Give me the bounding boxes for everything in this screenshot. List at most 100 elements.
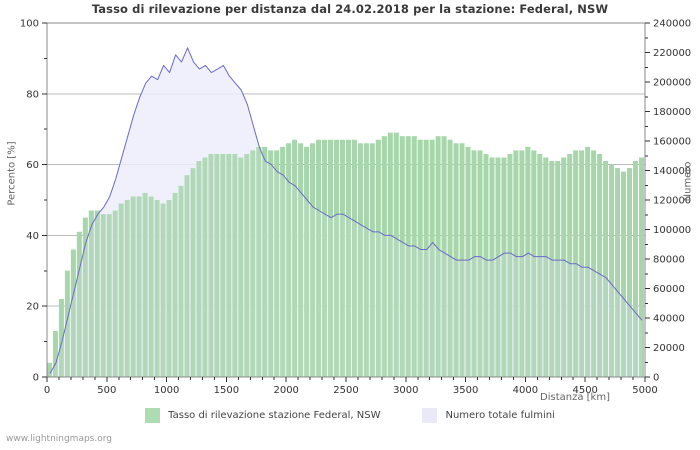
tick-label-y-right: 140000 [653, 166, 691, 177]
bar-overlay [286, 143, 292, 377]
bar-overlay [244, 153, 250, 377]
bar-overlay [501, 157, 507, 377]
chart-legend: Tasso di rilevazione stazione Federal, N… [0, 408, 700, 423]
bar-overlay [399, 136, 405, 377]
bar-overlay [226, 153, 232, 377]
bar-overlay [232, 153, 238, 377]
bar-overlay [351, 139, 357, 377]
bar-overlay [142, 192, 148, 377]
bar-overlay [531, 150, 537, 377]
tick-label-y-right: 20000 [653, 343, 685, 354]
bar-overlay [190, 168, 196, 377]
bar-overlay [52, 330, 58, 377]
tick-label-x: 5000 [632, 385, 657, 396]
tick-label-y-left: 100 [20, 19, 39, 30]
bar-overlay [94, 210, 100, 377]
bar-overlay [591, 150, 597, 377]
bar-overlay [310, 143, 315, 377]
tick-label-x: 500 [97, 385, 116, 396]
bar-overlay [184, 175, 190, 377]
bar-overlay [555, 161, 561, 377]
bar-overlay [172, 192, 178, 377]
legend-item-total-lightning: Numero totale fulmini [422, 408, 555, 423]
series-total-lightning-line [49, 47, 643, 374]
bar-overlay [148, 196, 154, 377]
bar-overlay [525, 146, 531, 377]
bar-overlay [118, 203, 124, 377]
legend-swatch-lavender [422, 408, 438, 423]
bar-overlay [603, 161, 609, 377]
bar-overlay [483, 153, 489, 377]
bar-overlay [262, 146, 268, 377]
bar-overlay [519, 150, 525, 377]
bar-overlay [357, 143, 363, 377]
bar-overlay [627, 168, 632, 377]
y-axis-label-right: Numero [682, 161, 694, 202]
bar-overlay [346, 139, 351, 377]
tick-label-y-right: 0 [653, 373, 659, 384]
bar-overlay [495, 157, 501, 377]
bar-overlay [88, 210, 94, 377]
bar-overlay [441, 136, 447, 377]
footer-watermark: www.lightningmaps.org [6, 434, 112, 444]
bar-overlay [435, 136, 441, 377]
bar-overlay [537, 153, 543, 377]
tick-label-x: 1000 [154, 385, 179, 396]
legend-item-detection-rate: Tasso di rilevazione stazione Federal, N… [145, 408, 380, 423]
bar-overlay [47, 362, 52, 377]
bar-overlay [369, 143, 375, 377]
bar-overlay [393, 132, 399, 377]
bar-overlay [130, 196, 136, 377]
x-axis-label: Distanza [km] [540, 392, 610, 403]
tick-label-y-right: 220000 [653, 48, 691, 59]
chart-title: Tasso di rilevazione per distanza dal 24… [91, 2, 609, 16]
tick-label-y-right: 60000 [653, 284, 685, 295]
bar-overlay [304, 146, 310, 377]
bar-overlay [375, 139, 381, 377]
tick-label-y-left: 60 [26, 160, 39, 171]
bar-overlay [621, 171, 626, 377]
bar-overlay [615, 168, 620, 377]
bar-overlay [328, 139, 333, 377]
bar-overlay [82, 217, 88, 377]
series-detection-rate-bars-overlay [47, 132, 644, 377]
bar-overlay [633, 161, 638, 377]
tick-label-y-left: 80 [26, 89, 39, 100]
bar-overlay [585, 146, 591, 377]
bar-overlay [417, 139, 423, 377]
bar-overlay [579, 150, 585, 377]
bar-overlay [465, 146, 471, 377]
bar-overlay [429, 139, 435, 377]
bar-overlay [411, 136, 417, 377]
bar-overlay [507, 153, 513, 377]
bar-overlay [381, 136, 387, 377]
bar-overlay [160, 203, 166, 377]
bar-overlay [70, 249, 76, 377]
bar-overlay [298, 143, 304, 377]
tick-label-x: 3500 [453, 385, 478, 396]
bar-overlay [136, 196, 142, 377]
bar-overlay [561, 157, 567, 377]
tick-label-x: 3000 [393, 385, 418, 396]
bar-overlay [513, 150, 519, 377]
tick-label-y-left: 20 [26, 302, 39, 313]
tick-label-y-right: 160000 [653, 137, 691, 148]
tick-label-y-left: 0 [33, 373, 39, 384]
bar-overlay [543, 157, 549, 377]
legend-swatch-green [145, 408, 161, 423]
bar-overlay [609, 164, 614, 377]
bar-overlay [214, 153, 220, 377]
bar-overlay [316, 139, 321, 377]
tick-label-x: 2000 [273, 385, 298, 396]
tick-label-y-right: 100000 [653, 225, 691, 236]
y-axis-label-left: Percento [%] [6, 141, 18, 206]
bar-overlay [220, 153, 226, 377]
tick-label-y-left: 40 [26, 231, 39, 242]
bar-overlay [363, 143, 369, 377]
bar-overlay [322, 139, 327, 377]
tick-label-y-right: 200000 [653, 78, 691, 89]
bar-overlay [340, 139, 345, 377]
bar-overlay [112, 210, 118, 377]
bar-overlay [292, 139, 298, 377]
